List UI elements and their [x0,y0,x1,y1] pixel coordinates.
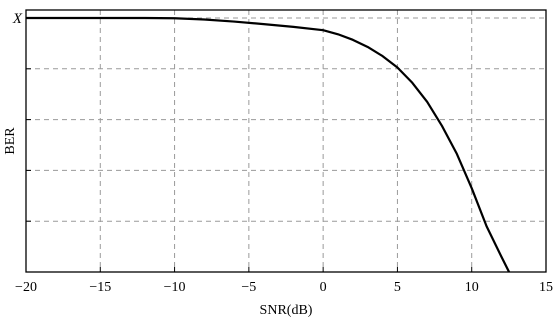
y-tick-label: X [12,11,23,27]
y-axis-label: BER [3,127,18,155]
x-tick-label: 0 [320,280,327,295]
x-tick-label: 5 [394,280,401,295]
grid [26,10,546,272]
x-tick-label: −20 [15,280,37,295]
series-layer [26,16,511,272]
plot-frame [25,9,547,273]
x-tick-label: 10 [465,280,479,295]
axis-ticks: −20 −15 −10 −5 0 5 10 15 X [12,11,553,295]
x-axis-label: SNR(dB) [260,303,313,318]
x-tick-label: 15 [539,280,553,295]
x-tick-label: −15 [89,280,111,295]
x-tick-label: −5 [241,280,256,295]
x-tick-label: −10 [164,280,186,295]
ber-curve [26,16,511,272]
